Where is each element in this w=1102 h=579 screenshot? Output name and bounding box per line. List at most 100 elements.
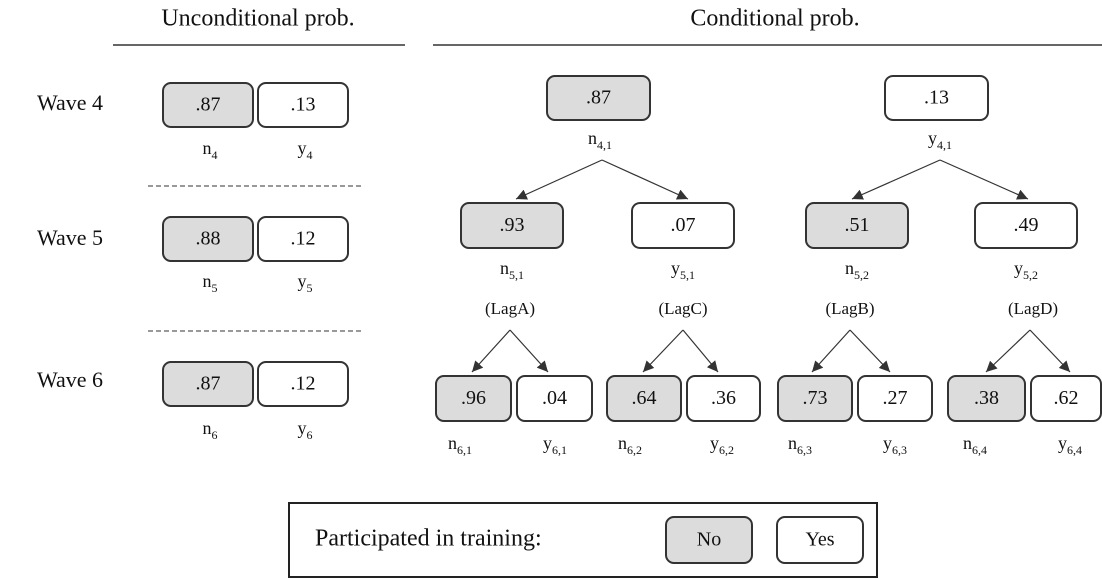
label-sub: 4	[212, 148, 218, 162]
prob-box	[435, 375, 512, 422]
label-sub: 5	[307, 281, 313, 295]
label-sub: 6,4	[1067, 443, 1082, 457]
label-base: y	[883, 433, 892, 453]
prob-value: .64	[632, 387, 657, 409]
node-label: n6,1	[448, 433, 472, 457]
wave-label: Wave 6	[37, 367, 103, 392]
prob-value: .12	[291, 373, 316, 395]
prob-box	[257, 216, 349, 262]
label-base: n	[203, 418, 212, 438]
node-label: y5	[298, 271, 313, 295]
prob-box	[857, 375, 933, 422]
label-base: y	[298, 418, 307, 438]
node-label: n5,2	[845, 258, 869, 282]
label-base: y	[671, 258, 680, 278]
prob-box	[162, 216, 254, 262]
prob-value: .38	[974, 387, 999, 409]
label-sub: 6,2	[719, 443, 734, 457]
label-sub: 6,4	[972, 443, 987, 457]
prob-value: .13	[291, 94, 316, 116]
label-base: n	[845, 258, 854, 278]
prob-value: .93	[500, 214, 525, 236]
node-label: n5,1	[500, 258, 524, 282]
prob-value: .96	[461, 387, 486, 409]
label-base: n	[500, 258, 509, 278]
prob-box	[162, 361, 254, 407]
label-base: n	[203, 138, 212, 158]
label-base: y	[710, 433, 719, 453]
prob-box	[884, 75, 989, 121]
label-sub: 6,1	[552, 443, 567, 457]
prob-value: .87	[586, 87, 611, 109]
label-base: y	[928, 128, 937, 148]
prob-value: .49	[1014, 214, 1039, 236]
prob-box	[460, 202, 564, 249]
label-base: n	[618, 433, 627, 453]
label-base: n	[788, 433, 797, 453]
label-base: y	[1014, 258, 1023, 278]
wave-label: Wave 5	[37, 225, 103, 250]
label-sub: 6,3	[892, 443, 907, 457]
arrows	[471, 159, 1071, 373]
label-sub: 4,1	[937, 138, 952, 152]
node-label: y6,3	[883, 433, 907, 457]
label-sub: 6,2	[627, 443, 642, 457]
header-unconditional: Unconditional prob.	[161, 6, 354, 32]
label-base: y	[543, 433, 552, 453]
prob-box	[257, 82, 349, 128]
prob-value: .87	[196, 373, 221, 395]
header-conditional: Conditional prob.	[690, 6, 859, 32]
lag-label: (LagB)	[825, 299, 874, 318]
label-sub: 6	[307, 428, 313, 442]
prob-box	[1030, 375, 1102, 422]
label-sub: 5,1	[509, 268, 524, 282]
prob-box	[686, 375, 761, 422]
prob-box	[546, 75, 651, 121]
label-base: n	[203, 271, 212, 291]
label-sub: 5,2	[1023, 268, 1038, 282]
label-sub: 6,3	[797, 443, 812, 457]
lag-label: (LagA)	[485, 299, 535, 318]
label-base: y	[298, 138, 307, 158]
prob-box	[777, 375, 853, 422]
prob-value: .51	[845, 214, 870, 236]
prob-value: .62	[1054, 387, 1079, 409]
label-sub: 5	[212, 281, 218, 295]
prob-value: .13	[924, 87, 949, 109]
label-sub: 6,1	[457, 443, 472, 457]
prob-value: .36	[711, 387, 736, 409]
label-sub: 4,1	[597, 138, 612, 152]
prob-value: .73	[803, 387, 828, 409]
prob-box	[257, 361, 349, 407]
legend-yes: Yes	[805, 529, 834, 551]
node-label: n6,2	[618, 433, 642, 457]
node-label: y4,1	[928, 128, 952, 152]
node-label: n4,1	[588, 128, 612, 152]
lag-label: (LagC)	[658, 299, 707, 318]
node-label: y5,1	[671, 258, 695, 282]
label-base: y	[1058, 433, 1067, 453]
lag-label: (LagD)	[1008, 299, 1058, 318]
node-label: n5	[203, 271, 218, 295]
node-label: y6,2	[710, 433, 734, 457]
node-label: n6,3	[788, 433, 812, 457]
prob-box	[974, 202, 1078, 249]
prob-value: .07	[671, 214, 696, 236]
prob-value: .27	[883, 387, 908, 409]
node-label: y6,1	[543, 433, 567, 457]
prob-value: .04	[542, 387, 567, 409]
node-label: y4	[298, 138, 313, 162]
prob-box	[631, 202, 735, 249]
label-base: y	[298, 271, 307, 291]
prob-value: .87	[196, 94, 221, 116]
label-sub: 4	[307, 148, 313, 162]
label-sub: 5,1	[680, 268, 695, 282]
node-label: n4	[203, 138, 218, 162]
node-label: n6	[203, 418, 218, 442]
node-label: n6,4	[963, 433, 987, 457]
legend-no: No	[697, 529, 721, 551]
legend-title: Participated in training:	[315, 526, 542, 552]
label-sub: 6	[212, 428, 218, 442]
label-base: n	[963, 433, 972, 453]
